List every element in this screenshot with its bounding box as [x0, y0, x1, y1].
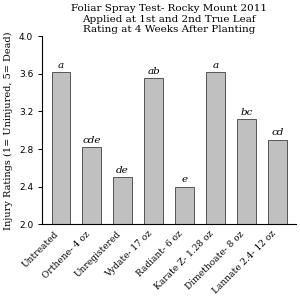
Title: Foliar Spray Test- Rocky Mount 2011
Applied at 1st and 2nd True Leaf
Rating at 4: Foliar Spray Test- Rocky Mount 2011 Appl… [71, 4, 267, 34]
Text: cd: cd [271, 128, 283, 137]
Bar [237, 119, 256, 224]
Text: de: de [116, 166, 129, 175]
Bar [268, 140, 286, 224]
Text: a: a [212, 61, 218, 70]
Bar [82, 147, 101, 224]
Bar [206, 72, 225, 224]
Text: a: a [58, 61, 64, 70]
Bar [52, 72, 70, 224]
Text: bc: bc [240, 108, 253, 117]
Text: cde: cde [82, 136, 101, 145]
Bar [144, 79, 163, 224]
Bar [175, 187, 194, 224]
Bar [113, 177, 132, 224]
Text: ab: ab [147, 67, 160, 76]
Text: e: e [182, 176, 188, 184]
Y-axis label: Injury Ratings (1= Uninjured, 5= Dead): Injury Ratings (1= Uninjured, 5= Dead) [4, 31, 13, 230]
